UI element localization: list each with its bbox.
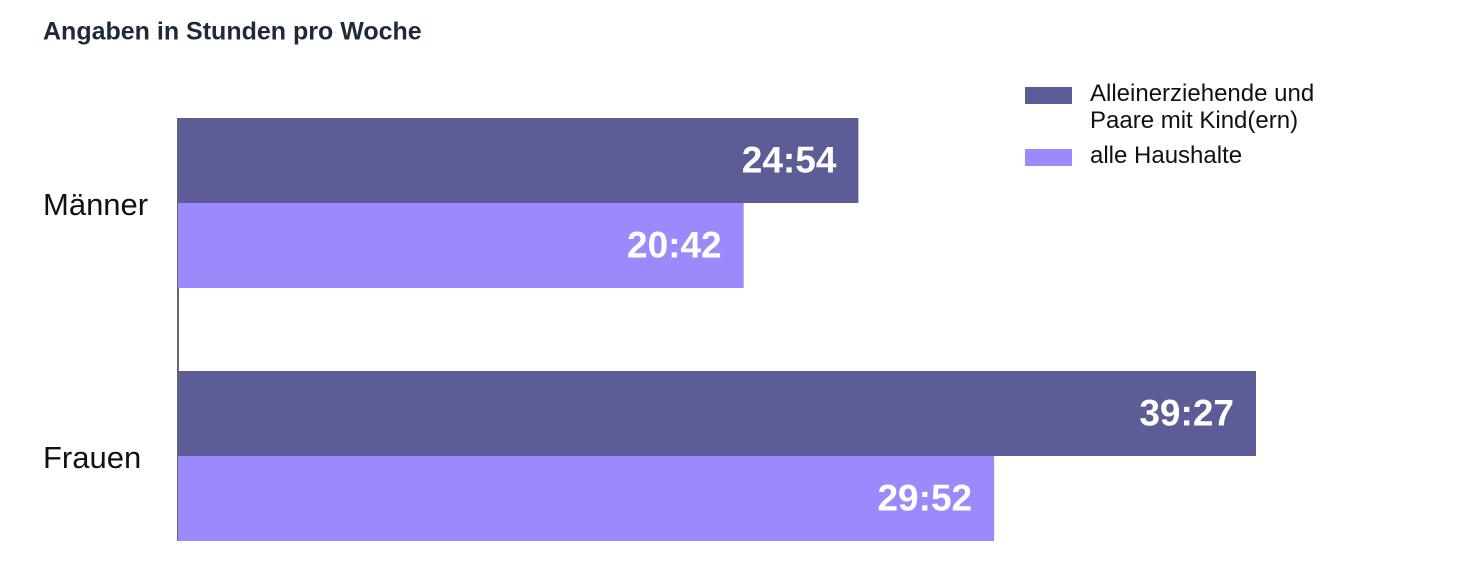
legend-label: Alleinerziehende und Paare mit Kind(ern) [1090,80,1315,134]
legend-item: alle Haushalte [1025,142,1355,169]
bar [178,371,1256,456]
chart-title: Angaben in Stunden pro Woche [43,18,422,46]
legend-label: alle Haushalte [1090,142,1243,169]
legend-swatch [1025,87,1072,104]
value-label: 29:52 [877,477,972,518]
bar [178,203,744,288]
bar [178,118,859,203]
category-label: Frauen [43,440,141,475]
value-label: 24:54 [742,139,837,180]
value-label: 39:27 [1139,392,1234,433]
legend-swatch [1025,149,1072,166]
legend: Alleinerziehende und Paare mit Kind(ern)… [1025,80,1355,177]
value-label: 20:42 [627,224,722,265]
bar [178,456,995,541]
legend-item: Alleinerziehende und Paare mit Kind(ern) [1025,80,1355,134]
category-label: Männer [43,187,148,222]
